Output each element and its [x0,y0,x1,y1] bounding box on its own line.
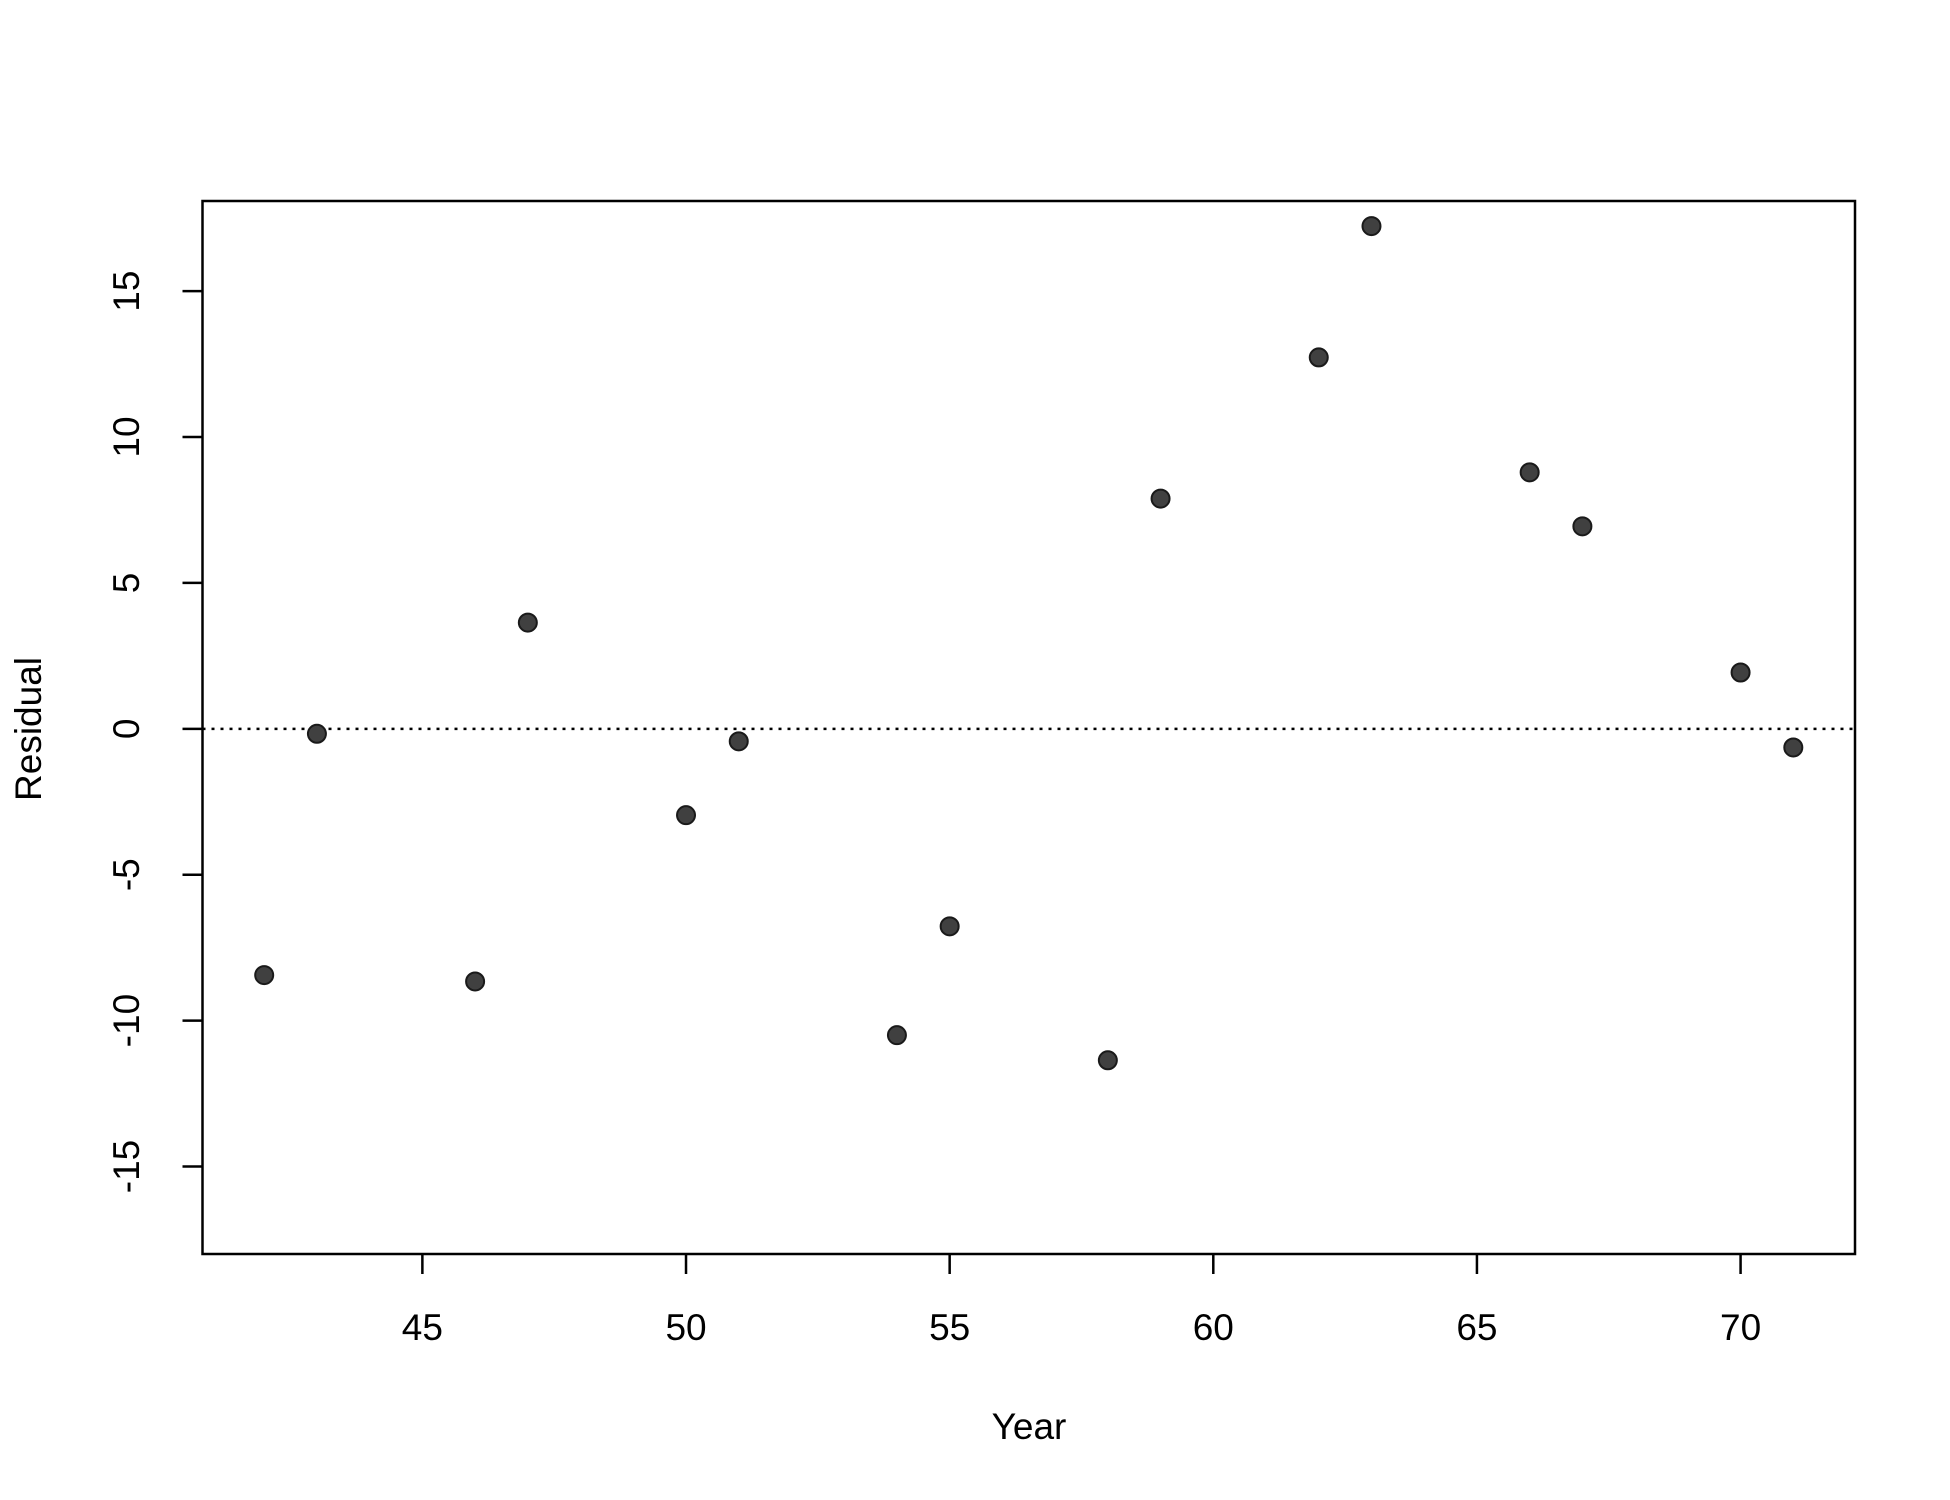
point [728,731,749,752]
y-tick-label: -5 [106,858,147,891]
point [939,916,960,937]
plot-frame [201,199,1857,1256]
point [1519,462,1540,483]
y-tick-label: 0 [106,719,147,740]
y-tick-label: 10 [106,416,147,457]
point [1572,516,1593,537]
point [1730,662,1751,683]
x-tick-label: 70 [1720,1307,1761,1348]
point [1097,1050,1118,1071]
y-tick-label: -10 [106,994,147,1047]
point [1361,216,1382,237]
point [254,965,275,986]
point [1783,737,1804,758]
x-tick-label: 50 [665,1307,706,1348]
point [306,723,327,744]
point [1150,488,1171,509]
x-axis-label: Year [992,1406,1067,1447]
y-tick-label: -15 [106,1140,147,1193]
x-tick-label: 55 [929,1307,970,1348]
point [517,612,538,633]
point [676,805,697,826]
y-tick-label: 5 [106,573,147,594]
point [886,1025,907,1046]
y-tick-label: 15 [106,271,147,312]
x-tick-label: 45 [402,1307,443,1348]
point [1308,347,1329,368]
x-tick-label: 60 [1193,1307,1234,1348]
point [465,971,486,992]
y-axis-label: Residual [8,657,49,801]
x-tick-label: 65 [1456,1307,1497,1348]
